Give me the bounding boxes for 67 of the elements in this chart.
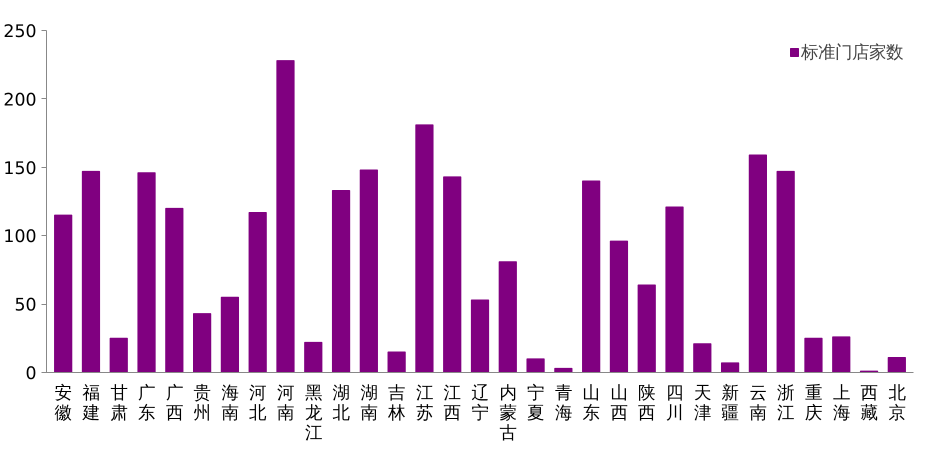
x-tick-label: 陕西 (638, 384, 656, 424)
x-tick-label: 北京 (888, 384, 906, 424)
bar (498, 261, 517, 372)
bar (693, 343, 712, 372)
x-tick-label: 甘肃 (110, 384, 128, 424)
x-tick-label: 新疆 (722, 384, 739, 424)
bar (110, 338, 128, 372)
bar (137, 172, 156, 372)
bar (165, 208, 184, 372)
y-tick-label: 200 (3, 90, 37, 110)
x-tick-label: 广东 (138, 384, 156, 424)
x-tick-label: 云南 (749, 384, 766, 424)
x-tick-label: 贵州 (194, 384, 211, 424)
bar (832, 336, 850, 372)
x-tick-label: 江西 (444, 384, 461, 424)
bar (360, 170, 378, 372)
y-tick-label: 0 (25, 364, 37, 384)
bar (276, 60, 295, 372)
legend-label: 标准门店家数 (801, 42, 903, 64)
y-tick-label: 150 (3, 158, 37, 179)
bar (526, 358, 545, 372)
bar (82, 170, 100, 372)
y-tick-label: 250 (3, 22, 37, 42)
bar (388, 351, 406, 372)
x-tick-label: 上海 (832, 384, 850, 424)
bar (220, 296, 240, 372)
x-tick-label: 江苏 (416, 384, 433, 424)
bar (415, 124, 434, 372)
bar (248, 212, 267, 372)
bar (610, 240, 628, 372)
y-tick-label: 100 (3, 227, 37, 248)
x-tick-label: 浙江 (777, 384, 794, 424)
bar (776, 170, 795, 372)
x-tick-label: 天津 (694, 384, 711, 424)
bar (443, 176, 462, 372)
bar (888, 356, 906, 372)
x-tick-label: 宁夏 (527, 384, 544, 424)
x-tick-label: 青海 (554, 384, 572, 424)
bar (665, 206, 684, 372)
x-tick-label: 广西 (166, 384, 183, 424)
bar (304, 342, 322, 372)
x-tick-label: 山西 (610, 384, 628, 424)
bar (638, 284, 656, 372)
x-tick-label: 重庆 (804, 384, 822, 424)
bar (332, 190, 350, 372)
x-tick-label: 海南 (221, 384, 238, 424)
x-tick-label: 内蒙古 (499, 384, 516, 444)
x-tick-label: 四川 (666, 384, 684, 424)
x-tick-label: 黑龙江 (304, 384, 322, 444)
bar (54, 214, 72, 372)
x-tick-label: 河北 (249, 384, 266, 424)
x-tick-label: 河南 (276, 384, 294, 424)
x-tick-label: 福建 (81, 384, 100, 424)
bar (748, 154, 767, 372)
bar (470, 299, 490, 372)
x-tick-label: 辽宁 (472, 384, 488, 424)
x-tick-label: 湖南 (360, 384, 378, 424)
x-tick-label: 湖北 (332, 384, 350, 424)
bar (804, 338, 823, 372)
y-tick-label: 50 (14, 296, 37, 316)
bar (720, 362, 740, 372)
x-tick-label: 吉林 (387, 384, 406, 424)
x-tick-label: 西藏 (860, 384, 878, 424)
bar (193, 313, 212, 372)
x-tick-label: 安徽 (54, 384, 72, 424)
bar (582, 180, 600, 372)
x-tick-label: 山东 (582, 384, 600, 424)
